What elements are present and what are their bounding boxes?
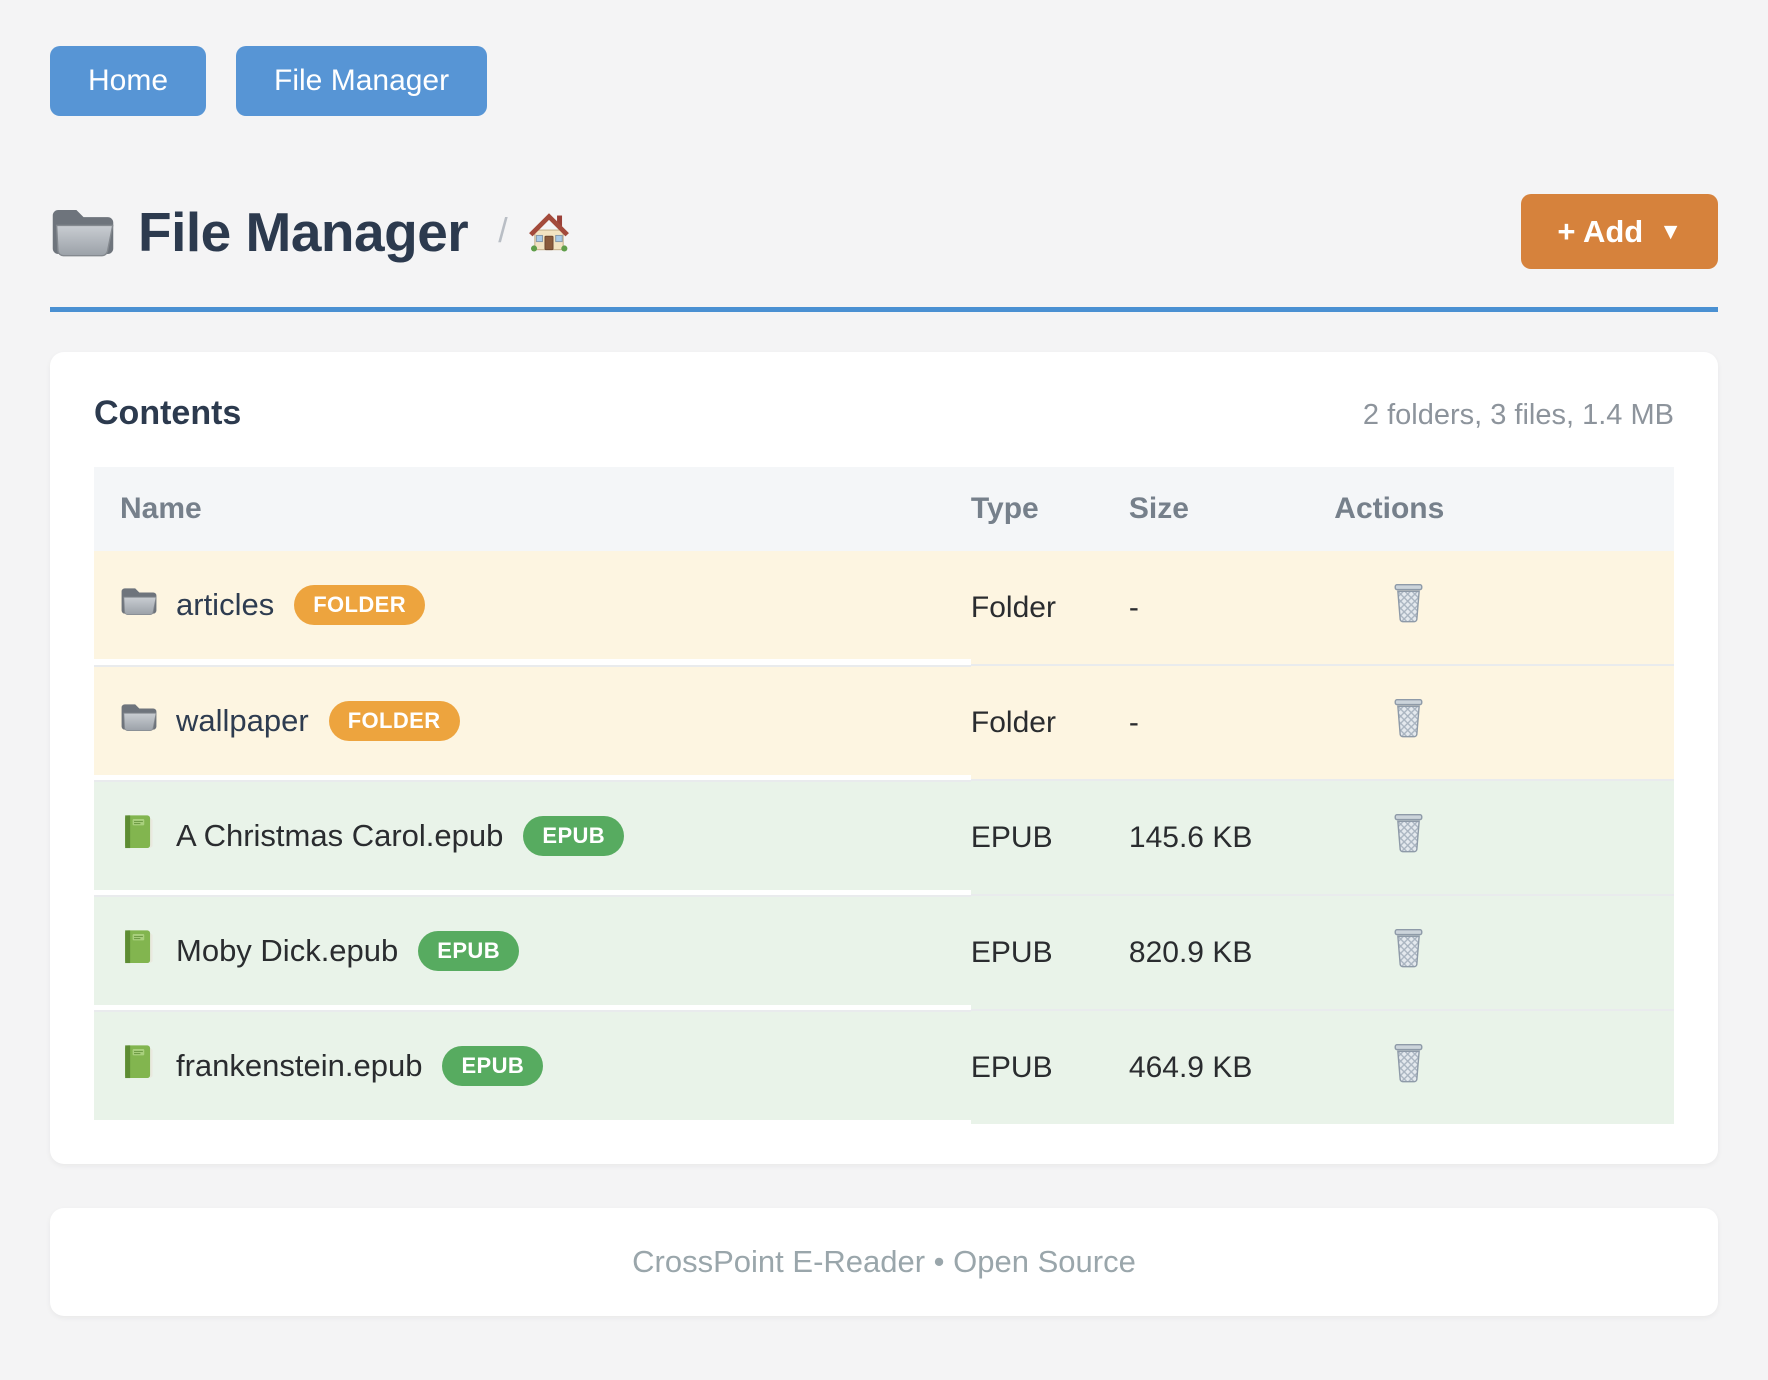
- name-cell: A Christmas Carol.epub EPUB: [94, 780, 971, 890]
- breadcrumb: /: [498, 209, 571, 255]
- home-icon[interactable]: [526, 209, 572, 255]
- folder-icon: [50, 204, 116, 260]
- table-row: Moby Dick.epub EPUB EPUB 820.9 KB: [94, 894, 1674, 1010]
- file-name[interactable]: articles: [176, 587, 275, 622]
- file-name[interactable]: wallpaper: [176, 703, 309, 738]
- contents-summary: 2 folders, 3 files, 1.4 MB: [1362, 399, 1674, 431]
- name-cell: Moby Dick.epub EPUB: [94, 895, 971, 1005]
- type-badge: EPUB: [442, 1046, 544, 1086]
- actions-cell: [1334, 779, 1674, 895]
- column-header-actions: Actions: [1334, 467, 1674, 551]
- book-icon: [120, 814, 176, 858]
- table-row: frankenstein.epub EPUB EPUB 464.9 KB: [94, 1009, 1674, 1124]
- size-cell: 464.9 KB: [1128, 1009, 1335, 1124]
- trash-icon: [1390, 813, 1427, 854]
- footer-text: CrossPoint E-Reader • Open Source: [632, 1244, 1136, 1279]
- file-name[interactable]: A Christmas Carol.epub: [176, 818, 504, 853]
- type-cell: Folder: [970, 664, 1129, 780]
- contents-card: Contents 2 folders, 3 files, 1.4 MB Name…: [50, 352, 1718, 1164]
- trash-icon: [1390, 583, 1427, 624]
- type-cell: EPUB: [970, 894, 1129, 1010]
- folder-icon: [120, 699, 176, 743]
- trash-icon: [1390, 698, 1427, 739]
- table-row: articles FOLDER Folder -: [94, 551, 1674, 665]
- size-cell: 145.6 KB: [1128, 779, 1335, 895]
- table-row: A Christmas Carol.epub EPUB EPUB 145.6 K…: [94, 779, 1674, 895]
- type-cell: Folder: [970, 551, 1129, 665]
- file-name[interactable]: Moby Dick.epub: [176, 933, 399, 968]
- type-cell: EPUB: [970, 779, 1129, 895]
- add-button[interactable]: + Add ▼: [1521, 194, 1718, 269]
- nav-file-manager-button[interactable]: File Manager: [236, 46, 488, 116]
- delete-button[interactable]: [1390, 583, 1427, 624]
- column-header-type: Type: [970, 467, 1129, 551]
- actions-cell: [1334, 1009, 1674, 1124]
- table-header: Name Type Size Actions: [94, 467, 1674, 551]
- table-row: wallpaper FOLDER Folder -: [94, 664, 1674, 780]
- type-cell: EPUB: [970, 1009, 1129, 1124]
- title-group: File Manager /: [50, 200, 572, 264]
- trash-icon: [1390, 928, 1427, 969]
- delete-button[interactable]: [1390, 813, 1427, 854]
- nav-home-button[interactable]: Home: [50, 46, 207, 116]
- chevron-down-icon: ▼: [1659, 218, 1682, 244]
- page-header: File Manager / + A: [50, 194, 1718, 269]
- column-header-name: Name: [94, 467, 971, 551]
- trash-icon: [1390, 1043, 1427, 1084]
- footer: CrossPoint E-Reader • Open Source: [50, 1208, 1718, 1316]
- breadcrumb-separator: /: [498, 212, 508, 250]
- actions-cell: [1334, 551, 1674, 665]
- type-badge: EPUB: [523, 816, 625, 856]
- name-cell: frankenstein.epub EPUB: [94, 1010, 971, 1120]
- book-icon: [120, 1044, 176, 1088]
- card-title: Contents: [94, 394, 242, 432]
- size-cell: -: [1128, 551, 1335, 665]
- column-header-size: Size: [1128, 467, 1335, 551]
- size-cell: 820.9 KB: [1128, 894, 1335, 1010]
- book-icon: [120, 929, 176, 973]
- divider: [50, 307, 1718, 312]
- delete-button[interactable]: [1390, 928, 1427, 969]
- name-cell: wallpaper FOLDER: [94, 665, 971, 775]
- delete-button[interactable]: [1390, 1043, 1427, 1084]
- actions-cell: [1334, 894, 1674, 1010]
- actions-cell: [1334, 664, 1674, 780]
- top-nav: Home File Manager: [50, 46, 1718, 116]
- name-cell: articles FOLDER: [94, 551, 971, 659]
- page-title: File Manager: [138, 200, 469, 263]
- card-header: Contents 2 folders, 3 files, 1.4 MB: [94, 394, 1674, 433]
- type-badge: EPUB: [418, 931, 520, 971]
- contents-table: Name Type Size Actions articles FOLDER F…: [94, 467, 1674, 1124]
- folder-icon: [120, 583, 176, 627]
- type-badge: FOLDER: [328, 701, 460, 741]
- size-cell: -: [1128, 664, 1335, 780]
- add-button-label: + Add: [1557, 214, 1644, 249]
- file-name[interactable]: frankenstein.epub: [176, 1048, 423, 1083]
- delete-button[interactable]: [1390, 698, 1427, 739]
- type-badge: FOLDER: [294, 585, 426, 625]
- contents-table-body: articles FOLDER Folder -: [94, 551, 1674, 1124]
